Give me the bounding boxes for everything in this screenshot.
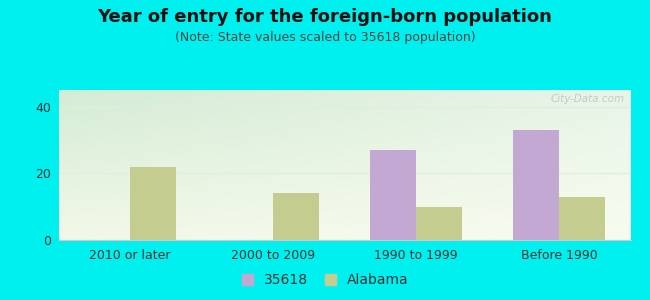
Bar xyxy=(370,150,416,240)
Text: (Note: State values scaled to 35618 population): (Note: State values scaled to 35618 popu… xyxy=(175,32,475,44)
Bar xyxy=(130,167,176,240)
Text: City-Data.com: City-Data.com xyxy=(551,94,625,104)
Bar xyxy=(559,197,604,240)
Bar xyxy=(514,130,559,240)
Text: Year of entry for the foreign-born population: Year of entry for the foreign-born popul… xyxy=(98,8,552,26)
Legend: 35618, Alabama: 35618, Alabama xyxy=(239,271,411,290)
Bar xyxy=(273,193,318,240)
Bar xyxy=(416,207,462,240)
